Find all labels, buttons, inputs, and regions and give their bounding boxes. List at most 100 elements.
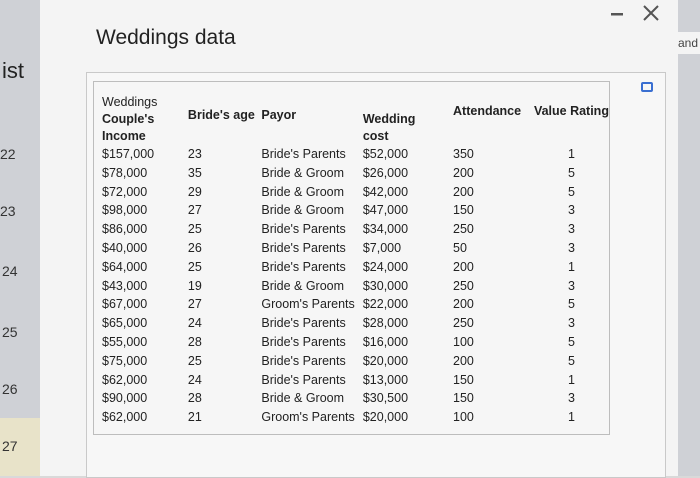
cell-wedding-cost: $24,000 [362,259,409,274]
cell-value-rating: 3 [567,240,575,255]
table-row: $40,000 26 Bride's Parents $7,000 50 3 [96,239,609,258]
cell-income: $78,000 [102,165,148,180]
cell-wedding-cost: $13,000 [362,372,409,387]
cell-brides-age: 26 [187,240,202,255]
background-list-number: 27 [2,438,18,454]
table-row: $86,000 25 Bride's Parents $34,000 250 3 [96,220,609,239]
table-row: $55,000 28 Bride's Parents $16,000 100 5 [96,333,609,352]
cell-brides-age: 29 [187,184,202,199]
background-list-number: 26 [2,381,18,397]
cell-wedding-cost: $20,000 [362,410,409,425]
cell-attendance: 100 [453,410,474,425]
background-right-panel: and [678,0,700,476]
cell-attendance: 200 [453,259,474,274]
cell-payor: Bride & Groom [261,391,345,406]
cell-value-rating: 1 [567,259,575,274]
cell-income: $86,000 [102,222,148,237]
expand-icon[interactable] [641,82,653,92]
cell-attendance: 350 [453,147,474,161]
cell-attendance: 200 [453,297,474,312]
data-table-container: Weddings Couple's Income Bride's age Pay… [93,81,610,435]
cell-payor: Bride's Parents [261,147,346,161]
cell-income: $62,000 [102,410,148,425]
cell-brides-age: 28 [187,391,202,406]
cell-attendance: 100 [453,334,474,349]
cell-attendance: 150 [453,391,474,406]
table-row: $65,000 24 Bride's Parents $28,000 250 3 [96,314,609,333]
cell-attendance: 200 [453,184,474,199]
table-body: $157,000 23 Bride's Parents $52,000 350 1 $78,… [96,145,609,427]
weddings-data-dialog: Weddings data Weddings Couple's Income B… [40,0,678,478]
background-left-panel: ist 22 23 24 25 26 27 [0,0,40,476]
cell-payor: Bride's Parents [261,240,346,255]
cell-wedding-cost: $47,000 [362,203,409,218]
table-row: $90,000 28 Bride & Groom $30,500 150 3 [96,389,609,408]
cell-value-rating: 3 [567,203,575,218]
cell-brides-age: 28 [187,334,202,349]
cell-wedding-cost: $16,000 [362,334,409,349]
background-highlight [0,418,40,476]
background-right-text: and [678,32,700,54]
table-row: $62,000 24 Bride's Parents $13,000 150 1 [96,371,609,390]
cell-wedding-cost: $52,000 [362,147,409,161]
cell-brides-age: 35 [187,165,202,180]
cell-income: $67,000 [102,297,148,312]
cell-income: $75,000 [102,353,148,368]
cell-income: $72,000 [102,184,148,199]
cell-payor: Bride & Groom [261,203,345,218]
weddings-table: Weddings Couple's Income Bride's age Pay… [96,94,609,427]
cell-value-rating: 3 [567,316,575,331]
background-heading: ist [2,58,24,83]
background-list-number: 24 [2,263,18,279]
table-row: $62,000 21 Groom's Parents $20,000 100 1 [96,408,609,427]
header-wedding-cost: Wedding cost [362,112,416,143]
cell-payor: Bride's Parents [261,353,346,368]
cell-payor: Bride's Parents [261,334,346,349]
table-row: $75,000 25 Bride's Parents $20,000 200 5 [96,352,609,371]
cell-wedding-cost: $7,000 [362,240,402,255]
cell-wedding-cost: $26,000 [362,165,409,180]
cell-brides-age: 25 [187,222,202,237]
cell-payor: Groom's Parents [261,297,355,312]
cell-income: $98,000 [102,203,148,218]
cell-value-rating: 1 [567,410,575,425]
cell-brides-age: 24 [187,316,202,331]
cell-value-rating: 5 [567,334,575,349]
cell-attendance: 200 [453,165,474,180]
table-header-row: Weddings Couple's Income Bride's age Pay… [96,94,609,145]
cell-brides-age: 19 [187,278,202,293]
cell-attendance: 150 [453,203,474,218]
cell-income: $40,000 [102,240,148,255]
table-row: $64,000 25 Bride's Parents $24,000 200 1 [96,258,609,277]
cell-income: $43,000 [102,278,148,293]
table-row: $78,000 35 Bride & Groom $26,000 200 5 [96,164,609,183]
cell-value-rating: 1 [567,372,575,387]
cell-brides-age: 23 [187,147,202,161]
header-payor: Payor [261,108,297,122]
cell-attendance: 250 [453,222,474,237]
cell-value-rating: 3 [567,278,575,293]
cell-wedding-cost: $42,000 [362,184,409,199]
cell-value-rating: 5 [567,184,575,199]
cell-income: $62,000 [102,372,148,387]
cell-wedding-cost: $30,000 [362,278,409,293]
table-row: $98,000 27 Bride & Groom $47,000 150 3 [96,201,609,220]
cell-brides-age: 25 [187,259,202,274]
cell-value-rating: 5 [567,297,575,312]
cell-attendance: 150 [453,372,474,387]
background-list-number: 25 [2,324,18,340]
cell-payor: Bride & Groom [261,184,345,199]
header-value-rating: Value Rating [533,104,609,118]
header-brides-age: Bride's age [187,108,255,122]
cell-brides-age: 25 [187,353,202,368]
cell-payor: Bride's Parents [261,372,346,387]
cell-payor: Bride & Groom [261,165,345,180]
minimize-icon[interactable] [610,2,624,30]
cell-attendance: 200 [453,353,474,368]
cell-value-rating: 1 [567,147,575,161]
cell-income: $157,000 [102,147,155,161]
cell-wedding-cost: $20,000 [362,353,409,368]
cell-income: $64,000 [102,259,148,274]
close-icon[interactable] [642,2,660,30]
cell-payor: Bride & Groom [261,278,345,293]
